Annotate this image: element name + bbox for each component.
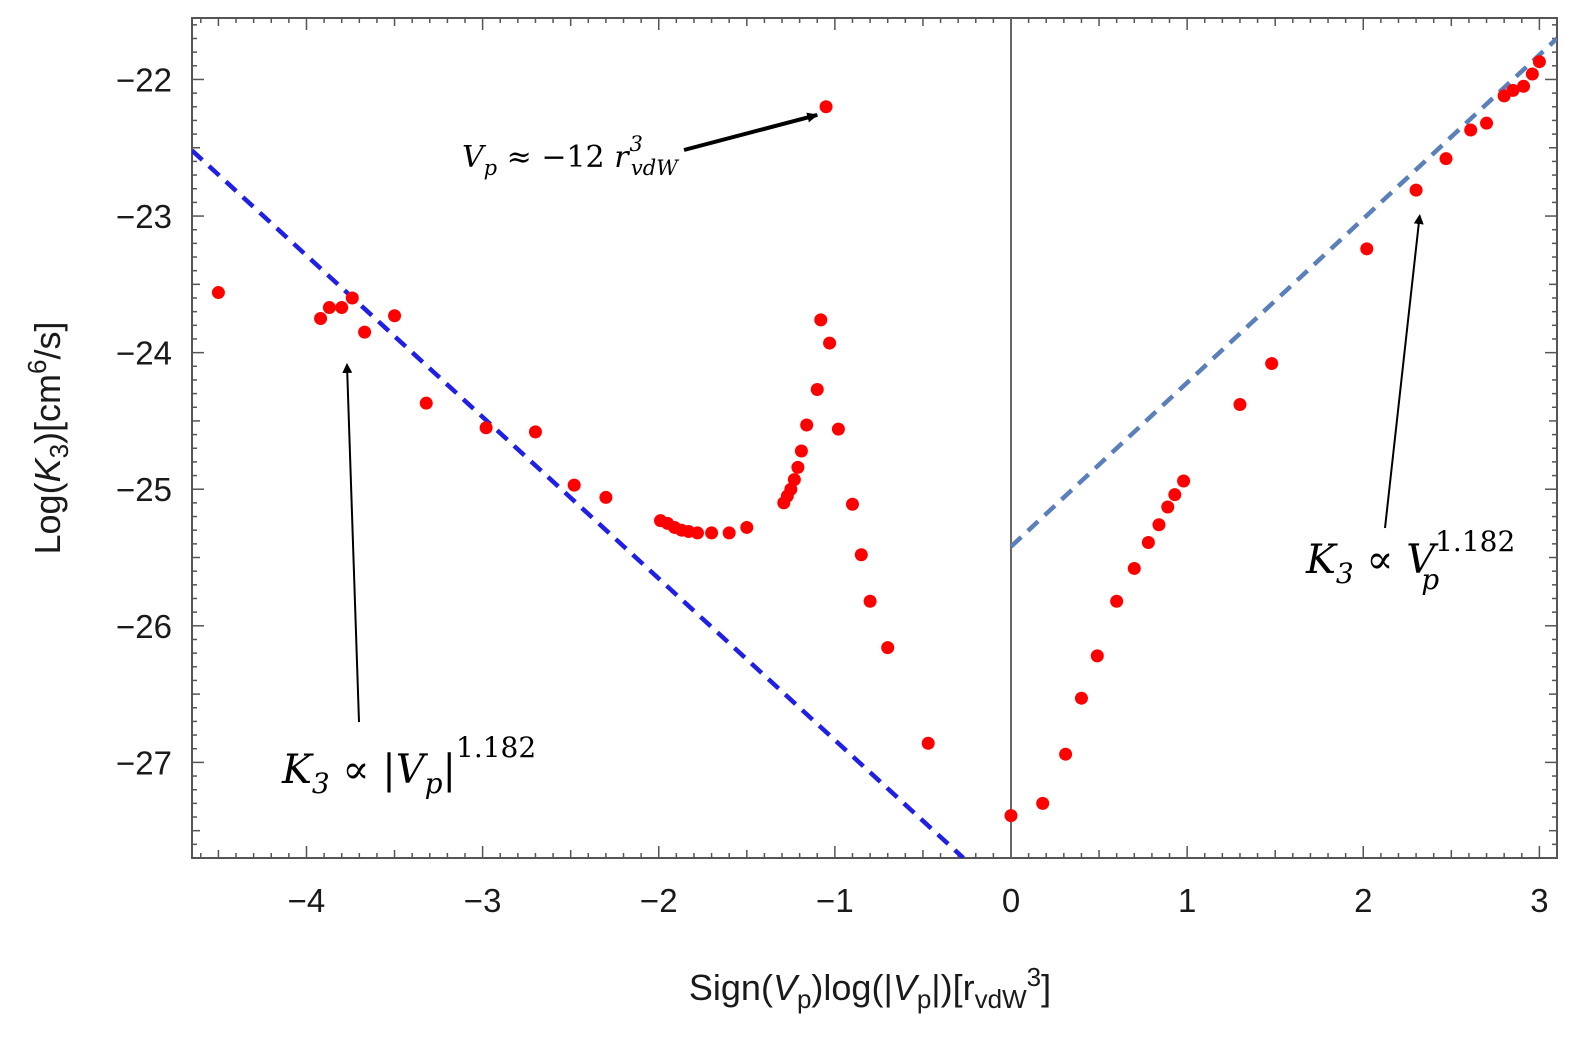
data-point [567,478,581,492]
data-point [845,497,859,511]
data-point [211,286,225,300]
fit-line-positive [1009,36,1557,549]
data-point [314,311,328,325]
data-point [1439,152,1453,166]
data-point [787,473,801,487]
y-tick-label: −22 [116,61,172,98]
data-point [1177,474,1191,488]
data-point [831,422,845,436]
data-point [1004,809,1018,823]
data-point [814,313,828,327]
data-point [1090,649,1104,663]
data-point [705,526,719,540]
x-tick-labels: −4 −3 −2 −1 0 1 2 3 [288,882,1549,919]
x-tick-label: −4 [288,882,326,919]
y-tick-label: −25 [116,471,172,508]
data-point [358,325,372,339]
data-point [1525,67,1539,81]
x-axis-title: Sign(Vp)log(|Vp|)[rvdW3] [689,962,1051,1014]
annotation-top-arrow [683,112,819,152]
annotation-left-arrow [342,362,360,723]
data-point [1168,488,1182,502]
x-tick-label: −1 [816,882,854,919]
data-point [1110,594,1124,608]
data-point [1161,500,1175,514]
y-tick-label: −27 [116,744,172,781]
y-tick-label: −23 [116,198,172,235]
plot-frame [191,17,1558,859]
data-point [1360,242,1374,256]
data-point [722,526,736,540]
data-point [881,641,895,655]
data-point [791,460,805,474]
data-point [823,336,837,350]
data-point [345,291,359,305]
data-point [1409,183,1423,197]
data-point [1265,357,1279,371]
x-tick-label: −2 [640,882,678,919]
data-point [388,309,402,323]
data-point [1464,123,1478,137]
annotation-top: Vp ≈ −12 r3 vdW [462,112,819,180]
annotation-right: K3 ∝ V1.182 p [1305,214,1515,596]
axis-ticks [192,18,1558,859]
fit-line-negative [192,148,965,858]
data-point [1141,535,1155,549]
data-point [819,100,833,114]
data-point [1480,116,1494,130]
data-point [479,421,493,435]
y-tick-label: −24 [116,335,172,372]
data-point [419,396,433,410]
data-point [794,444,808,458]
data-points [211,55,1546,823]
data-point [1517,79,1531,93]
data-point [921,736,935,750]
data-point [1059,747,1073,761]
data-point [1532,55,1546,69]
data-point [810,383,824,397]
data-point [322,301,336,315]
data-point [800,418,814,432]
data-point [740,520,754,534]
data-point [528,425,542,439]
svg-text:K3 ∝ |Vp|1.182: K3 ∝ |Vp|1.182 [281,731,536,800]
data-point [863,594,877,608]
data-point [854,548,868,562]
x-tick-label: 1 [1178,882,1196,919]
data-point [1127,561,1141,575]
y-tick-labels: −27 −26 −25 −24 −23 −22 [116,61,172,781]
data-point [1074,691,1088,705]
data-point [599,490,613,504]
data-point [690,526,704,540]
y-tick-label: −26 [116,608,172,645]
annotation-left: K3 ∝ |Vp|1.182 [281,362,536,800]
data-point [1036,796,1050,810]
data-point [335,301,349,315]
fit-lines [192,36,1557,858]
annotation-right-arrow [1384,214,1424,529]
x-tick-label: 3 [1530,882,1548,919]
data-point [1506,83,1520,97]
x-tick-label: 0 [1002,882,1020,919]
x-tick-label: 2 [1354,882,1372,919]
data-point [1152,518,1166,532]
x-tick-label: −3 [464,882,502,919]
data-point [1233,398,1247,412]
y-axis-title: Log(K3)[cm6/s] [22,321,74,554]
